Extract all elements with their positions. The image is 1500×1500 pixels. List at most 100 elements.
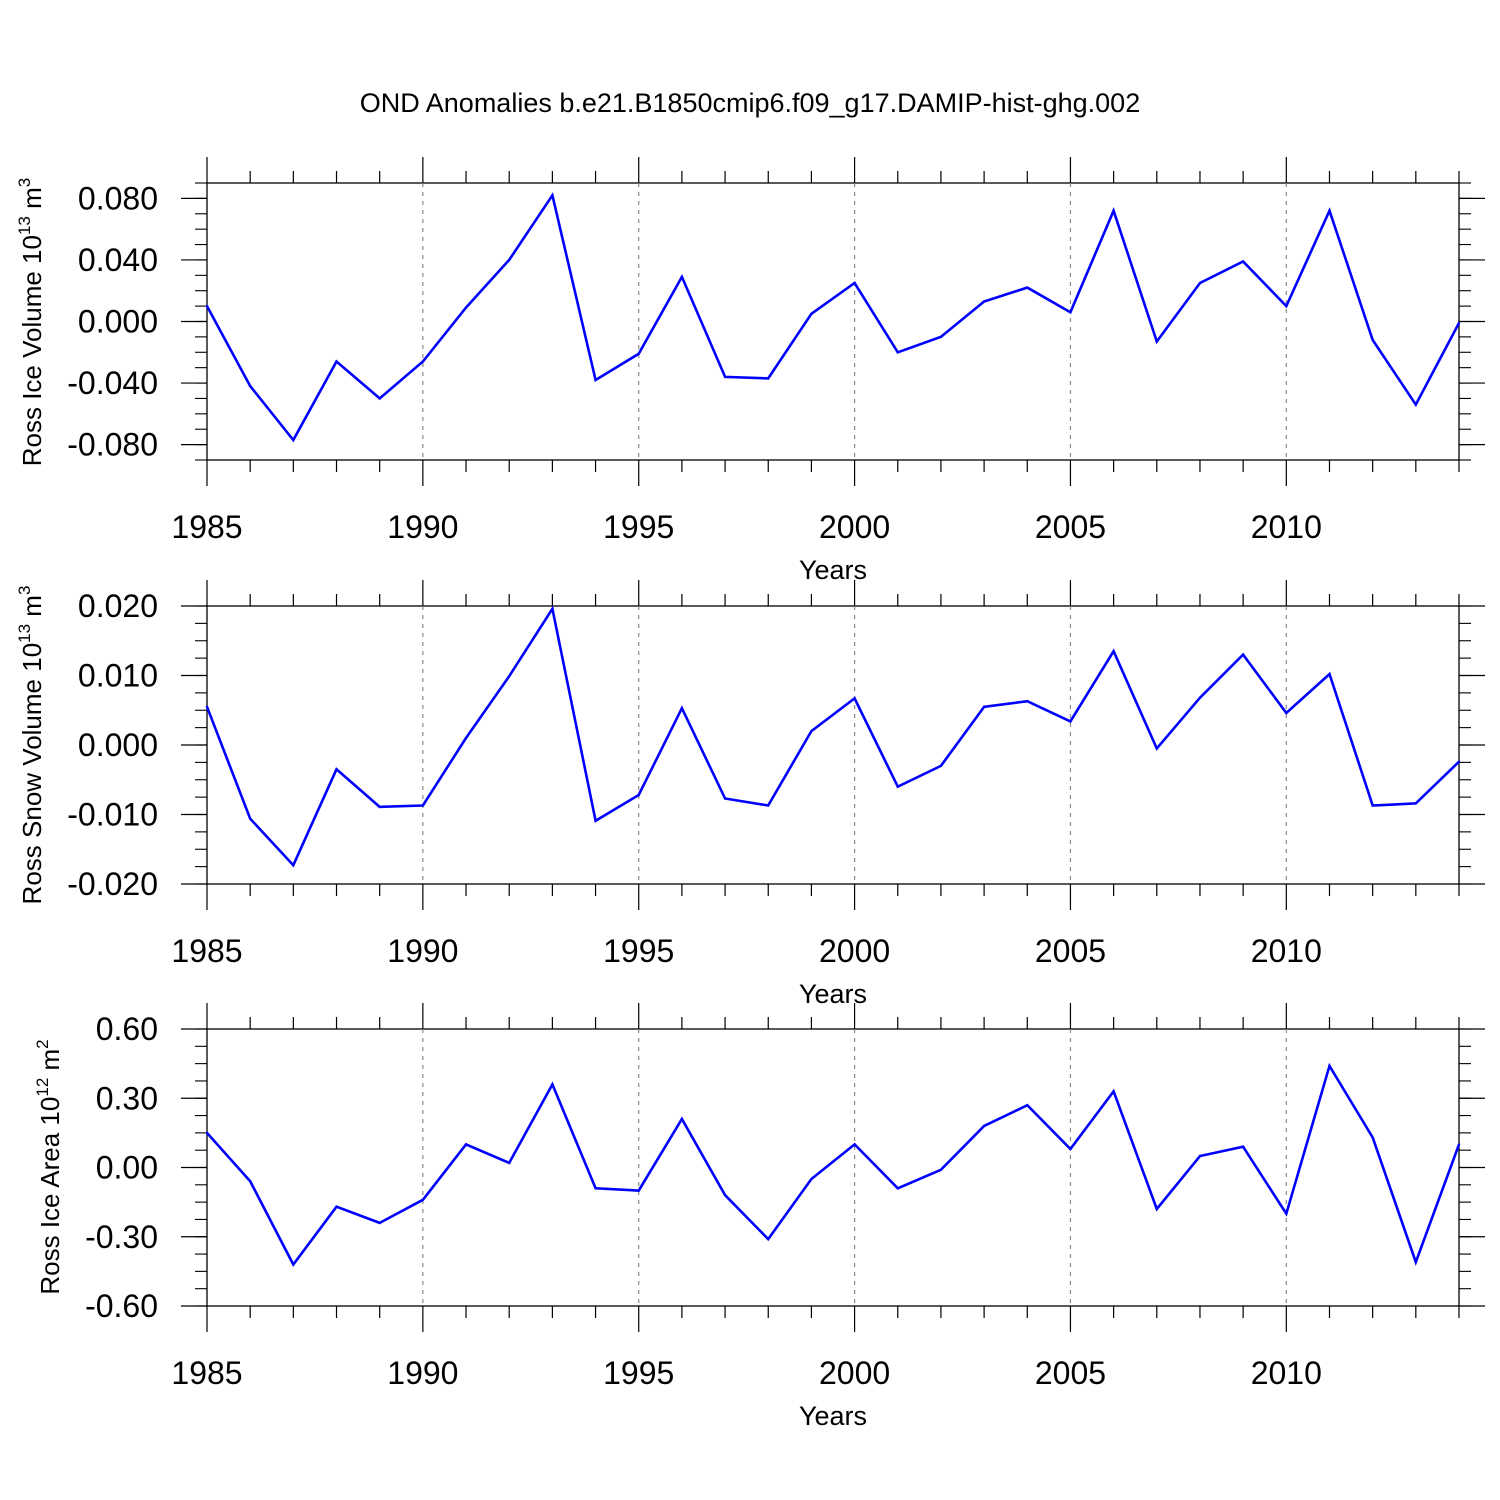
y-axis-label: Ross Ice Volume 1013 m3 xyxy=(15,178,47,467)
x-tick-label: 2010 xyxy=(1251,509,1322,545)
data-point xyxy=(680,1117,684,1121)
x-tick-label: 2010 xyxy=(1251,933,1322,969)
panel-1: 0.080 0.040 0.000 -0.040 -0.080 1985 1990 1995 2… xyxy=(15,157,1485,585)
data-point xyxy=(335,768,338,771)
plot-frame xyxy=(206,605,1460,885)
data-point xyxy=(1155,1207,1158,1211)
data-point xyxy=(767,804,770,807)
y-axis-label-unit-exponent: 3 xyxy=(15,178,34,187)
data-point xyxy=(1414,802,1418,805)
data-point xyxy=(508,674,511,678)
chart-title: OND Anomalies b.e21.B1850cmip6.f09_g17.D… xyxy=(359,88,1141,118)
data-point xyxy=(1112,1090,1115,1093)
x-tick-label: 2000 xyxy=(819,509,890,545)
y-axis-label-unit: m xyxy=(17,187,47,216)
data-point xyxy=(1285,1212,1288,1215)
data-point xyxy=(508,1161,511,1165)
data-point xyxy=(723,375,727,379)
data-point xyxy=(637,1189,640,1192)
data-point xyxy=(896,785,899,788)
x-tick-label: 1990 xyxy=(387,933,458,969)
data-point xyxy=(1198,1154,1202,1158)
data-point xyxy=(248,817,252,820)
plot-frame xyxy=(206,182,1460,461)
data-point xyxy=(1371,804,1374,807)
x-tick-label: 1990 xyxy=(387,1355,458,1391)
data-point xyxy=(637,352,640,356)
data-point xyxy=(248,384,252,388)
y-tick-label: -0.040 xyxy=(67,365,158,401)
data-point xyxy=(1285,304,1288,308)
y-tick-label: -0.010 xyxy=(67,797,158,833)
data-point xyxy=(982,300,986,303)
x-tick-label: 2000 xyxy=(819,1355,890,1391)
data-point xyxy=(1026,1103,1029,1107)
data-point xyxy=(1328,672,1331,676)
x-tick-label: 2000 xyxy=(819,933,890,969)
data-point xyxy=(292,438,295,442)
data-point xyxy=(378,1221,381,1225)
data-point xyxy=(594,819,597,822)
data-point xyxy=(982,705,986,708)
data-point xyxy=(723,797,727,800)
data-point xyxy=(1285,711,1288,715)
y-tick-label: 0.000 xyxy=(78,727,158,763)
data-point xyxy=(810,312,813,316)
y-tick-label: 0.020 xyxy=(78,588,158,624)
data-point xyxy=(939,764,943,768)
data-point xyxy=(1328,1064,1331,1068)
data-point xyxy=(551,194,554,197)
data-point xyxy=(464,306,468,309)
panel-3: 0.60 0.30 0.00 -0.30 -0.60 1985 1990 1995 2000 20… xyxy=(33,1003,1485,1431)
data-point xyxy=(1069,311,1072,314)
data-point xyxy=(1457,321,1461,325)
x-tick-label: 1995 xyxy=(603,1355,674,1391)
x-tick-label: 2005 xyxy=(1035,509,1106,545)
data-point xyxy=(551,607,554,610)
y-axis-label-unit-exponent: 3 xyxy=(15,586,34,595)
data-point xyxy=(508,258,511,262)
data-point xyxy=(1371,1136,1374,1139)
x-axis-label: Years xyxy=(799,1401,867,1431)
data-point xyxy=(1241,260,1245,263)
y-tick-label: 0.000 xyxy=(78,304,158,340)
data-point xyxy=(1241,653,1245,656)
data-point xyxy=(551,1083,554,1086)
data-point xyxy=(464,736,468,740)
data-point xyxy=(1371,338,1374,342)
data-point xyxy=(248,1180,252,1183)
data-point xyxy=(292,864,295,867)
y-tick-label: 0.040 xyxy=(78,242,158,278)
y-axis-label-unit: m xyxy=(35,1049,65,1078)
y-axis-label: Ross Ice Area 1012 m2 xyxy=(33,1039,65,1294)
data-point xyxy=(767,1237,770,1241)
data-point xyxy=(1198,281,1202,285)
data-point xyxy=(1198,696,1202,699)
x-tick-label: 1985 xyxy=(171,509,242,545)
data-point xyxy=(810,729,813,733)
y-axis-label-text: Ross Ice Volume 10 xyxy=(17,235,47,466)
data-point xyxy=(421,360,425,363)
x-tick-label: 2005 xyxy=(1035,933,1106,969)
data-point xyxy=(335,1205,338,1208)
data-point xyxy=(637,793,640,797)
data-point xyxy=(594,378,597,382)
data-point xyxy=(1112,649,1115,653)
data-point xyxy=(1112,209,1115,212)
y-tick-label: -0.60 xyxy=(85,1288,158,1324)
y-tick-label: -0.30 xyxy=(85,1219,158,1255)
data-point xyxy=(939,1168,943,1172)
data-point xyxy=(378,805,381,809)
data-point xyxy=(421,1198,425,1202)
y-axis-label-unit-exponent: 2 xyxy=(33,1039,52,1048)
y-axis-label-text: Ross Snow Volume 10 xyxy=(17,643,47,905)
y-axis-label-unit: m xyxy=(17,595,47,624)
y-axis-label: Ross Snow Volume 1013 m3 xyxy=(15,586,47,905)
data-point xyxy=(292,1263,295,1266)
data-point xyxy=(335,360,338,363)
data-point xyxy=(378,397,381,400)
data-point xyxy=(723,1194,727,1197)
plot-frame xyxy=(206,1028,1460,1307)
data-point xyxy=(1241,1145,1245,1148)
data-point xyxy=(767,377,770,380)
